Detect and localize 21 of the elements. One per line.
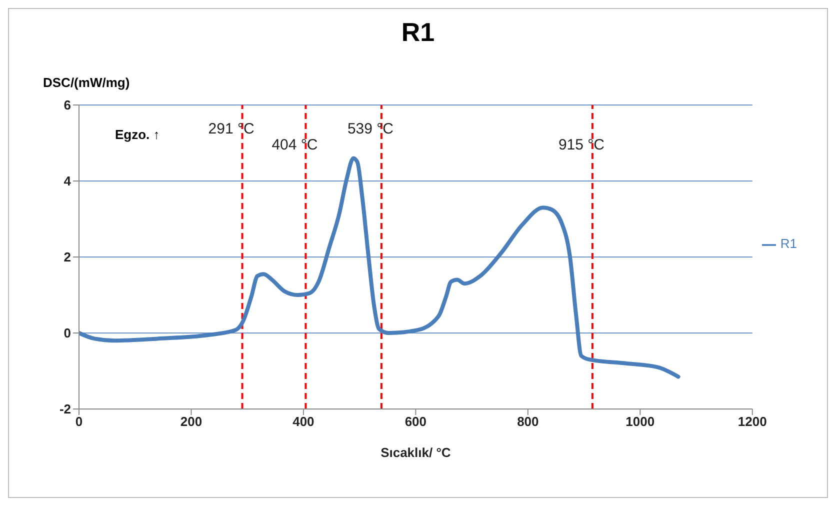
annotation: Egzo. ↑ bbox=[115, 127, 160, 142]
x-tick-label: 200 bbox=[180, 414, 202, 430]
ref-line-label: 539 °C bbox=[347, 120, 394, 138]
y-tick-label: 6 bbox=[64, 98, 71, 113]
ref-line-label: 915 °C bbox=[558, 136, 605, 154]
ref-line-label: 404 °C bbox=[272, 136, 318, 154]
x-tick-label: 1200 bbox=[738, 414, 767, 430]
x-tick-label: 0 bbox=[75, 414, 83, 430]
y-tick-label: 4 bbox=[64, 174, 72, 189]
y-axis-title: DSC/(mW/mg) bbox=[43, 75, 130, 90]
x-axis-title: Sıcaklık/ °C bbox=[380, 445, 452, 460]
chart-title: R1 bbox=[400, 17, 436, 48]
x-tick-label: 600 bbox=[404, 414, 427, 430]
x-tick-label: 800 bbox=[517, 414, 539, 430]
x-tick-label: 400 bbox=[292, 414, 314, 430]
x-tick-label: 1000 bbox=[626, 414, 655, 430]
ref-line-label: 291 °C bbox=[208, 120, 254, 138]
y-tick-label: -2 bbox=[59, 402, 71, 417]
y-tick-label: 0 bbox=[64, 326, 71, 341]
legend-label: R1 bbox=[780, 236, 797, 252]
y-tick-label: 2 bbox=[64, 250, 71, 265]
